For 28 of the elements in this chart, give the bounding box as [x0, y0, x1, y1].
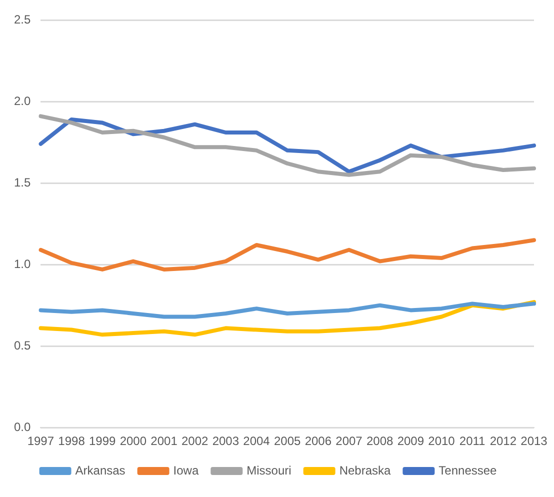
- x-tick-label: 2002: [181, 434, 209, 448]
- x-tick-label: 2013: [520, 434, 548, 448]
- y-tick-label: 0.5: [14, 338, 31, 352]
- legend-label: Missouri: [246, 463, 292, 478]
- x-tick-label: 1997: [27, 434, 54, 448]
- x-tick-label: 1999: [88, 434, 116, 448]
- x-tick-label: 2001: [150, 434, 178, 448]
- x-tick-label: 2011: [459, 434, 486, 448]
- x-tick-label: 2006: [304, 434, 332, 448]
- y-tick-label: 1.5: [14, 175, 31, 190]
- y-tick-label: 2.0: [14, 94, 31, 108]
- x-tick-label: 2010: [428, 434, 456, 448]
- y-tick-label: 0.0: [14, 420, 31, 434]
- legend-label: Arkansas: [75, 463, 126, 478]
- x-tick-label: 2003: [212, 434, 240, 448]
- y-tick-label: 1.0: [14, 256, 31, 271]
- x-tick-label: 2008: [366, 434, 394, 448]
- x-tick-label: 2007: [336, 434, 363, 448]
- x-tick-label: 2012: [490, 434, 517, 448]
- x-tick-label: 2005: [274, 434, 302, 448]
- legend-label: Iowa: [173, 463, 199, 478]
- x-tick-label: 1998: [58, 434, 86, 448]
- legend-label: Nebraska: [339, 463, 392, 478]
- x-tick-label: 2004: [243, 434, 270, 448]
- legend-label: Tennessee: [438, 463, 498, 478]
- x-tick-label: 2009: [397, 434, 424, 448]
- y-tick-label: 2.5: [14, 12, 31, 26]
- x-tick-label: 2000: [120, 434, 147, 448]
